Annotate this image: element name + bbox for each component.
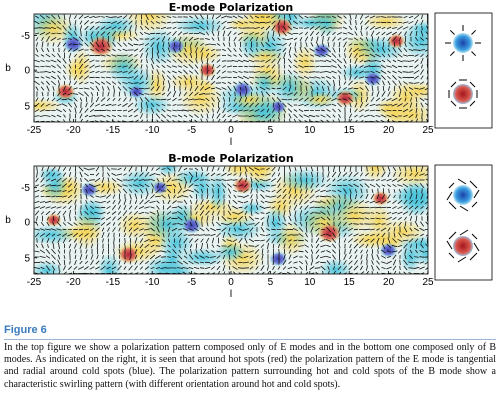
e-mode-x-tick-label: -15 [106,125,121,136]
e-mode-cold-spot-icon [445,25,481,61]
e-mode-x-tick-label: 5 [268,125,274,136]
e-mode-y-tick-label: 5 [24,101,30,112]
e-mode-x-tick-label: -20 [66,125,81,136]
b-mode-x-tick-label: 10 [304,277,316,288]
b-mode-x-tick-label: -25 [27,277,42,288]
b-mode-x-tick-label: 0 [228,277,234,288]
e-mode-x-tick-label: -25 [27,125,42,136]
b-mode-y-axis-label: b [5,215,11,226]
b-mode-x-tick-label: 15 [344,277,356,288]
e-mode-x-tick-label: 10 [304,125,316,136]
e-mode-x-tick-label: 25 [422,125,434,136]
b-mode-x-tick-label: 25 [422,277,434,288]
e-mode-x-tick-label: 20 [383,125,395,136]
b-mode-x-tick-label: -10 [145,277,160,288]
b-mode-cold-spot-icon [446,178,480,212]
b-mode-x-tick-label: -20 [66,277,81,288]
b-mode-legend [434,164,493,281]
b-mode-hot-spot-icon [446,229,480,263]
b-mode-x-tick-label: 20 [383,277,395,288]
b-mode-title: B-mode Polarization [168,152,294,165]
e-mode-map: -25 -20 -15 -10 -5 0 5 10 15 20 25 -5 0 5 l b [5,13,434,148]
e-mode-title: E-mode Polarization [168,1,294,14]
e-mode-legend [434,12,493,129]
e-mode-x-tick-label: 15 [344,125,356,136]
e-mode-x-tick-label: -10 [145,125,160,136]
e-mode-y-axis-label: b [5,63,11,74]
b-mode-x-tick-label: 5 [268,277,274,288]
e-mode-y-tick-label: 0 [24,66,30,77]
e-mode-hot-spot-icon [448,79,478,109]
caption-divider [4,339,496,340]
b-mode-x-axis-label: l [230,289,232,300]
b-mode-x-tick-label: -5 [187,277,196,288]
e-mode-y-tick-label: -5 [21,31,30,42]
b-mode-y-tick-label: 0 [24,218,30,229]
figure-label: Figure 6 [4,324,47,336]
b-mode-x-tick-label: -15 [106,277,121,288]
b-mode-y-tick-label: -5 [21,183,30,194]
e-mode-x-tick-label: -5 [187,125,196,136]
b-mode-map: -25 -20 -15 -10 -5 0 5 10 15 20 25 -5 0 5 l b [5,165,434,300]
b-mode-y-tick-label: 5 [24,253,30,264]
e-mode-x-axis-label: l [230,137,232,148]
e-mode-x-tick-label: 0 [228,125,234,136]
figure-caption: In the top figure we show a polarization… [4,342,496,390]
